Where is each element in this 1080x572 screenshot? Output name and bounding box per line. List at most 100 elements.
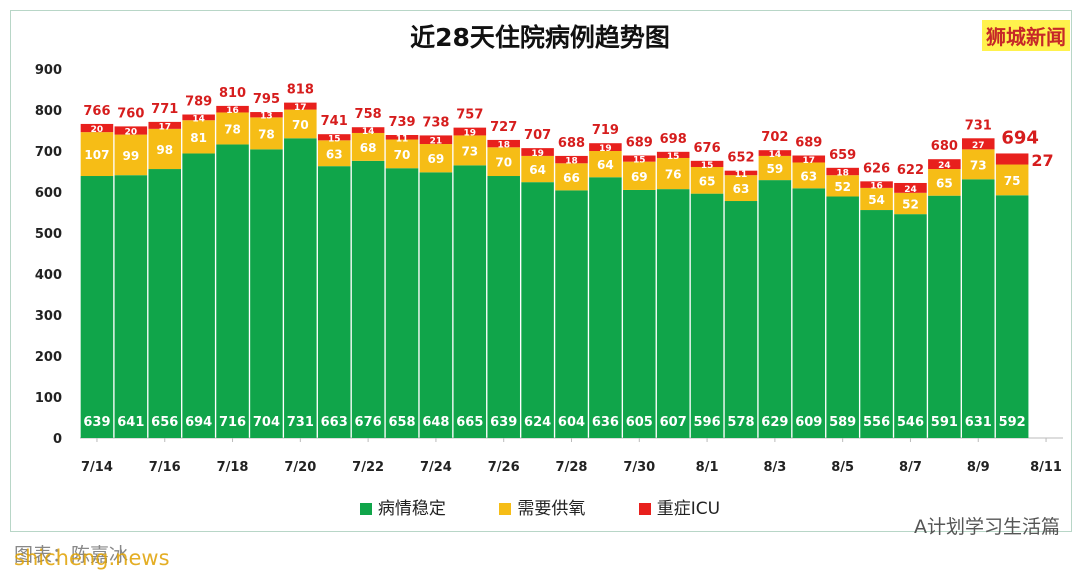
data-label: 11 [396, 134, 409, 144]
y-tick-label: 900 [35, 63, 62, 78]
data-label: 24 [938, 161, 951, 171]
bar-segment [351, 132, 385, 161]
data-label: 70 [292, 118, 309, 132]
data-label: 17 [158, 122, 171, 132]
total-label: 818 [287, 83, 314, 98]
y-tick-label: 100 [35, 391, 62, 406]
bar-segment [792, 162, 826, 189]
total-label: 680 [931, 139, 958, 154]
data-label: 11 [735, 170, 748, 180]
total-label: 760 [117, 106, 144, 121]
total-label: 689 [795, 136, 822, 151]
data-label: 27 [1031, 151, 1053, 170]
bar-segment [250, 149, 283, 439]
bar-segment [453, 165, 487, 438]
bar-segment [351, 160, 385, 438]
data-label: 18 [497, 141, 510, 151]
bar-segment [521, 182, 554, 438]
bar-segment [961, 138, 995, 150]
legend-swatch-stable [359, 503, 372, 515]
bar-segment [521, 148, 554, 156]
bar-segment [690, 160, 724, 167]
total-label: 789 [185, 95, 212, 110]
legend-label-oxygen: 需要供氧 [517, 499, 586, 519]
bar-segment [385, 168, 419, 438]
data-label: 624 [524, 415, 551, 430]
total-label: 694 [1001, 127, 1039, 148]
bar-segment [623, 189, 656, 438]
data-label: 59 [767, 162, 784, 176]
data-label: 592 [999, 415, 1026, 430]
bar-segment [250, 112, 283, 118]
bar-segment [453, 127, 487, 136]
data-label: 63 [326, 147, 343, 161]
legend-swatch-icu [638, 503, 651, 515]
data-label: 68 [360, 141, 377, 155]
bar-segment [792, 188, 826, 438]
bar-segment [555, 190, 588, 438]
bar-segment [284, 102, 317, 110]
bar-segment [961, 179, 995, 439]
data-label: 704 [253, 415, 280, 430]
data-label: 605 [626, 415, 653, 430]
bar-segment [385, 139, 419, 169]
bar-segment [351, 127, 385, 133]
data-label: 663 [321, 415, 348, 430]
data-label: 16 [870, 182, 883, 192]
bar-segment [182, 114, 215, 121]
legend-swatch-oxygen [499, 503, 512, 515]
bar-segment [792, 155, 826, 163]
data-label: 656 [151, 415, 178, 430]
bar-segment [623, 155, 656, 162]
data-label: 21 [430, 137, 443, 147]
brand-label: 狮城新闻 [982, 20, 1070, 51]
data-label: 69 [631, 170, 648, 184]
data-label: 27 [972, 141, 985, 151]
data-label: 14 [769, 150, 782, 160]
total-label: 652 [727, 151, 754, 166]
data-label: 75 [1004, 174, 1021, 188]
bar-segment [995, 164, 1029, 196]
bar-segment [521, 155, 554, 183]
data-label: 604 [558, 415, 585, 430]
bar-segment [860, 187, 893, 211]
data-label: 65 [936, 176, 953, 190]
chart-frame [10, 10, 1072, 532]
bar-segment [826, 167, 859, 176]
bar-segment [148, 169, 182, 439]
data-label: 64 [597, 158, 614, 172]
data-label: 20 [91, 125, 104, 135]
bar-segment [995, 195, 1029, 438]
data-label: 15 [667, 152, 680, 162]
data-label: 19 [599, 144, 612, 154]
bar-segment [589, 151, 622, 178]
bar-segment [250, 117, 283, 150]
y-tick-label: 700 [35, 145, 62, 160]
bar-segment [724, 170, 758, 176]
data-label: 52 [834, 180, 851, 194]
bar-segment [317, 166, 351, 439]
data-label: 641 [117, 415, 144, 430]
data-label: 578 [727, 415, 754, 430]
total-label: 738 [422, 115, 449, 130]
bar-segment [555, 163, 588, 191]
data-label: 20 [125, 128, 138, 138]
bar-segment [419, 135, 453, 145]
data-label: 63 [733, 182, 750, 196]
bar-segment [487, 139, 520, 148]
total-label: 739 [388, 115, 415, 130]
bar-segment [182, 153, 215, 438]
total-label: 741 [321, 114, 348, 129]
bar-segment [928, 159, 961, 170]
x-tick-label: 7/22 [352, 460, 384, 475]
total-label: 766 [83, 104, 110, 119]
bar-segment [80, 123, 114, 133]
data-label: 665 [456, 415, 483, 430]
data-label: 731 [287, 415, 314, 430]
data-label: 631 [965, 415, 992, 430]
bar-segment [894, 182, 927, 193]
total-label: 659 [829, 148, 856, 163]
data-label: 19 [464, 129, 477, 139]
bar-segment [961, 149, 995, 180]
